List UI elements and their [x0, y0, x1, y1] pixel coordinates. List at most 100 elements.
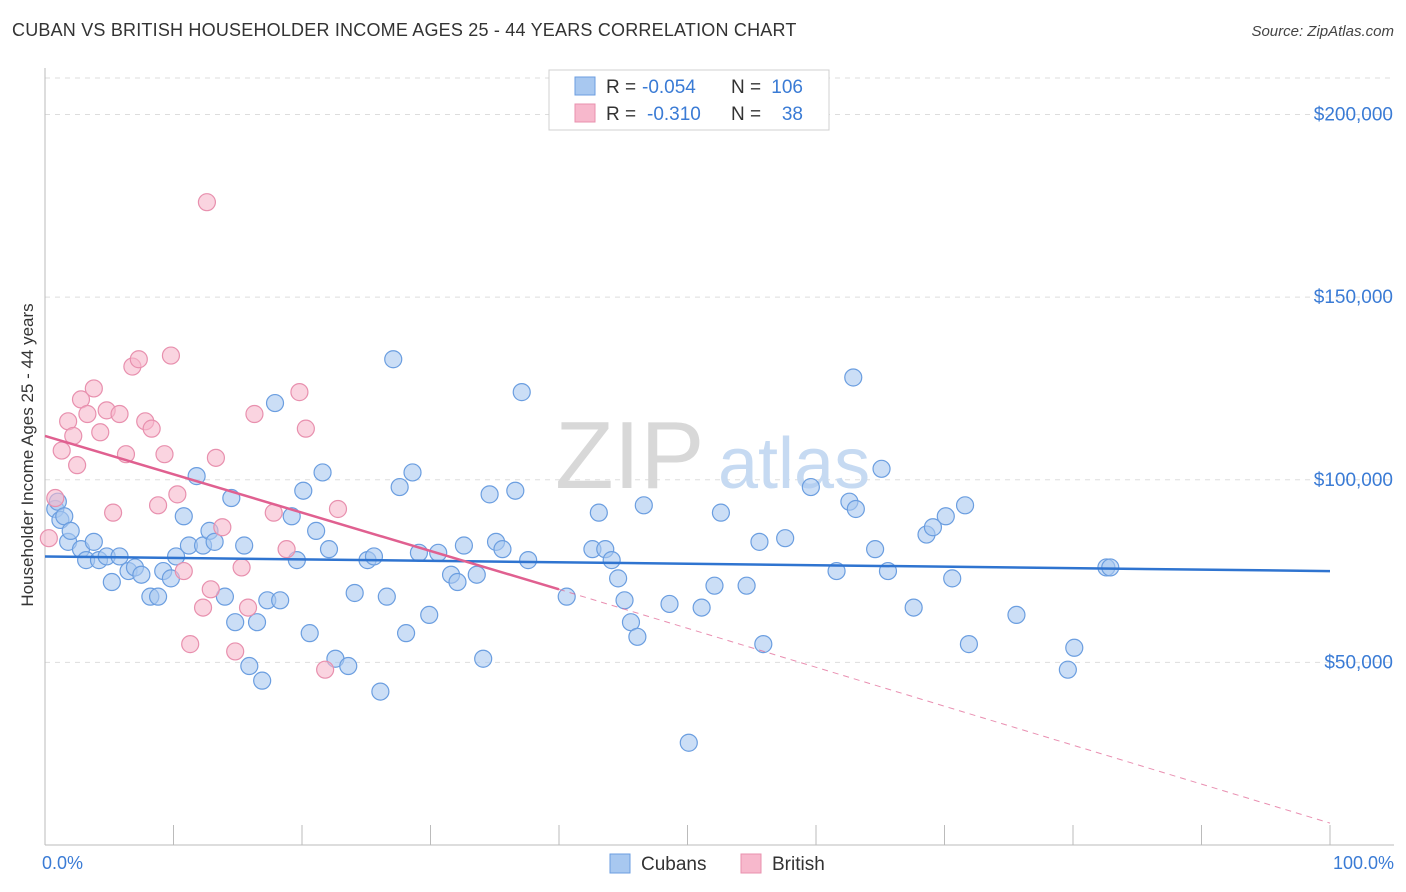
legend-r-value-cubans: -0.054 — [642, 77, 696, 98]
series-cubans — [46, 350, 1120, 752]
point-cubans — [692, 598, 711, 617]
point-british — [238, 598, 258, 617]
point-cubans — [679, 733, 698, 752]
point-cubans — [313, 463, 332, 482]
point-cubans — [737, 576, 756, 595]
point-cubans — [589, 503, 608, 522]
point-british — [91, 423, 110, 442]
point-british — [328, 499, 348, 519]
point-cubans — [319, 540, 339, 559]
point-cubans — [609, 569, 628, 588]
point-cubans — [959, 635, 979, 654]
point-cubans — [474, 649, 493, 668]
trend-line-british — [44, 434, 560, 591]
y-tick-label: $100,000 — [1314, 470, 1393, 491]
point-british — [316, 660, 335, 679]
legend-r-label-british: R = — [606, 104, 636, 125]
point-cubans — [364, 547, 384, 566]
point-cubans — [943, 569, 962, 588]
point-cubans — [936, 507, 955, 526]
watermark: ZIP atlas — [555, 402, 870, 509]
point-cubans — [345, 583, 364, 603]
point-british — [110, 404, 129, 424]
point-british — [168, 485, 187, 504]
point-british — [290, 383, 309, 402]
point-cubans — [454, 536, 474, 555]
point-british — [84, 379, 103, 398]
point-cubans — [339, 656, 358, 676]
point-cubans — [754, 635, 773, 654]
point-cubans — [300, 624, 319, 643]
legend-bottom: Cubans British — [609, 853, 825, 875]
trend-line-british-extension — [558, 588, 1331, 824]
y-tick-label: $150,000 — [1314, 287, 1393, 308]
point-british — [174, 561, 193, 581]
point-british — [129, 350, 148, 369]
point-british — [206, 448, 226, 467]
point-british — [193, 598, 213, 617]
point-cubans — [307, 521, 326, 540]
point-cubans — [628, 627, 647, 646]
point-cubans — [390, 477, 409, 497]
point-british — [201, 580, 220, 599]
point-cubans — [493, 540, 512, 559]
point-british — [104, 503, 123, 522]
point-british — [197, 193, 217, 212]
point-british — [226, 642, 245, 661]
point-british — [39, 529, 58, 548]
point-cubans — [371, 682, 390, 701]
legend-swatch-cubans — [574, 76, 596, 96]
watermark-atlas: atlas — [718, 424, 870, 504]
point-british — [245, 404, 264, 424]
point-cubans — [480, 485, 499, 504]
point-cubans — [602, 551, 621, 570]
point-cubans — [955, 496, 975, 515]
point-british — [68, 456, 87, 475]
gridlines — [45, 77, 1394, 663]
point-british — [52, 441, 71, 460]
point-cubans — [102, 572, 121, 592]
point-cubans — [265, 393, 285, 413]
trend-lines — [44, 434, 1331, 824]
point-cubans — [923, 518, 943, 537]
point-cubans — [253, 671, 272, 690]
series-british — [39, 193, 348, 679]
legend-n-value-cubans: 106 — [771, 77, 803, 98]
point-british — [46, 488, 65, 508]
trend-line-cubans — [44, 555, 1331, 573]
legend-bottom-label-british: British — [772, 854, 825, 875]
point-british — [155, 445, 174, 464]
point-cubans — [846, 499, 865, 519]
point-british — [213, 518, 232, 537]
point-cubans — [420, 605, 439, 625]
point-cubans — [660, 594, 679, 614]
point-cubans — [240, 656, 259, 676]
point-british — [296, 419, 315, 438]
point-cubans — [132, 565, 151, 584]
source-label: Source: ZipAtlas.com — [1251, 23, 1394, 40]
point-cubans — [904, 598, 923, 617]
point-british — [148, 496, 168, 515]
legend-top: R = -0.054 N = 106 R = -0.310 N = 38 — [548, 69, 830, 131]
point-cubans — [226, 613, 245, 632]
point-cubans — [215, 587, 234, 606]
legend-box — [548, 69, 830, 131]
watermark-zip: ZIP — [555, 402, 704, 509]
point-cubans — [247, 613, 267, 632]
point-cubans — [615, 591, 634, 610]
point-cubans — [776, 529, 795, 548]
point-british — [78, 404, 97, 424]
chart-title: CUBAN VS BRITISH HOUSEHOLDER INCOME AGES… — [12, 20, 797, 40]
x-tick-label-start: 0.0% — [42, 853, 83, 873]
y-tick-label: $200,000 — [1314, 105, 1393, 126]
y-tick-label: $50,000 — [1324, 652, 1393, 673]
point-cubans — [384, 350, 403, 369]
point-cubans — [1065, 638, 1084, 657]
point-cubans — [844, 368, 863, 387]
legend-r-value-british: -0.310 — [647, 104, 701, 125]
point-cubans — [84, 532, 103, 551]
point-cubans — [801, 477, 820, 497]
point-cubans — [467, 565, 486, 584]
legend-bottom-swatch-cubans — [609, 853, 631, 874]
